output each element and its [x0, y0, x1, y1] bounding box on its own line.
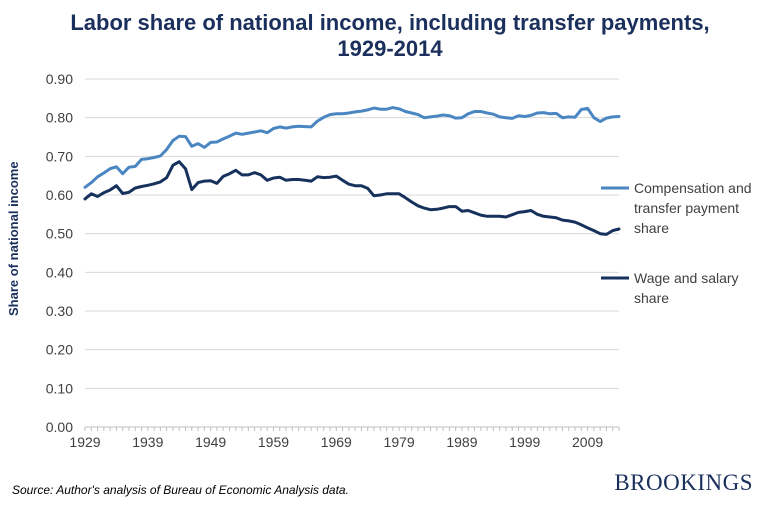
compensation-transfer-line [83, 106, 621, 189]
x-tick-label: 1939 [132, 434, 163, 450]
chart-title: Labor share of national income, includin… [70, 10, 710, 61]
y-tick-label: 0.10 [46, 380, 73, 396]
brookings-logo: BROOKINGS [614, 470, 753, 495]
axes: 0.00 0.10 0.20 0.30 0.40 0.50 0.60 0.70 0.80 0.90… [46, 71, 620, 450]
x-tick-label: 2009 [572, 434, 603, 450]
y-tick-label: 0.80 [46, 110, 73, 126]
y-tick-label: 0.20 [46, 342, 73, 358]
y-tick-label: 0.00 [46, 419, 73, 435]
legend-label-compensation: Compensation and transfer payment share [634, 180, 752, 236]
x-tick-label: 1999 [509, 434, 540, 450]
source-note: Source: Author's analysis of Bureau of E… [12, 483, 349, 497]
y-tick-label: 0.50 [46, 226, 73, 242]
legend-label-wage: Wage and salary share [634, 270, 739, 306]
x-tick-label: 1969 [321, 434, 352, 450]
y-tick-label: 0.40 [46, 264, 73, 280]
x-tick-label: 1949 [195, 434, 226, 450]
y-tick-label: 0.60 [46, 187, 73, 203]
y-tick-label: 0.70 [46, 148, 73, 164]
series-lines [83, 106, 621, 236]
x-tick-label: 1979 [384, 434, 415, 450]
x-tick-label: 1989 [446, 434, 477, 450]
wage-salary-line [83, 160, 621, 236]
x-tick-label: 1929 [69, 434, 100, 450]
y-tick-label: 0.30 [46, 303, 73, 319]
gridlines [85, 78, 619, 389]
x-tick-label: 1959 [258, 434, 289, 450]
y-tick-label: 0.90 [46, 71, 73, 87]
legend [601, 186, 629, 280]
